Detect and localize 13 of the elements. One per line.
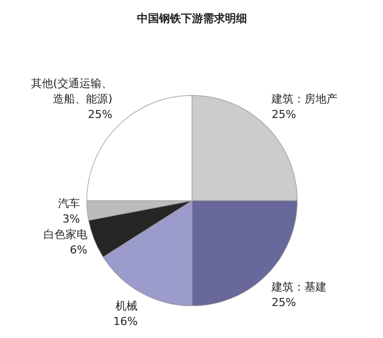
slice-label: 汽车 <box>58 196 80 210</box>
slice-label: 白色家电 <box>43 228 88 241</box>
data-label: 25% <box>272 108 296 122</box>
slice-label: 其他(交通运输、造船、能源) <box>31 76 112 106</box>
data-label: 3% <box>62 212 80 226</box>
slice-label: 建筑：基建 <box>270 280 327 294</box>
slice-label: 机械 <box>116 299 138 312</box>
data-label: 25% <box>272 296 296 309</box>
slice-label: 建筑：房地产 <box>270 92 338 106</box>
data-label: 16% <box>113 314 138 328</box>
data-label: 25% <box>88 108 112 122</box>
chart-title: 中国钢铁下游需求明细 <box>137 12 247 25</box>
data-label: 6% <box>70 243 88 256</box>
